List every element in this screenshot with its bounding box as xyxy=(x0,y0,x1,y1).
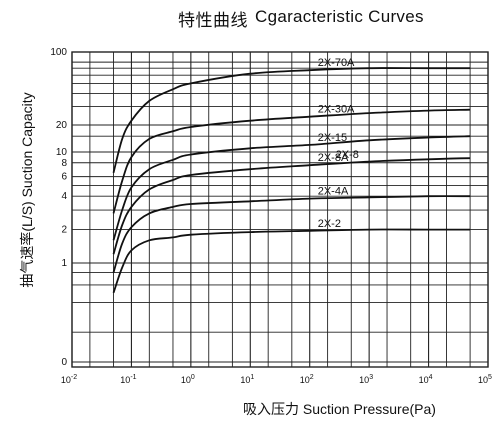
x-tick-label: 10-1 xyxy=(120,374,136,385)
series-line xyxy=(112,157,471,255)
series-label: 2X-4A xyxy=(318,186,349,198)
series-line xyxy=(112,135,471,241)
series-line xyxy=(112,228,471,294)
x-axis-label: 吸入压力 Suction Pressure(Pa) xyxy=(243,401,436,417)
series-label: 2X-2 xyxy=(318,218,341,230)
y-tick-label: 20 xyxy=(56,120,68,131)
y-tick-label: 1 xyxy=(61,258,67,269)
series-line xyxy=(112,108,471,214)
chart-title-cn: 特性曲线 xyxy=(178,11,248,30)
series-label: 2X-15 xyxy=(318,132,347,144)
annotation-label: 2X-8 xyxy=(336,149,359,161)
y-tick-label: 100 xyxy=(50,47,67,58)
y-tick-label: 4 xyxy=(61,191,67,202)
series-line xyxy=(112,195,471,273)
series-label: 2X-8A xyxy=(318,152,349,164)
plot-frame xyxy=(71,51,489,368)
x-tick-label: 102 xyxy=(300,374,314,385)
y-tick-label: 2 xyxy=(61,225,67,236)
y-axis-label: 抽气速率(L/S) Suction Capacity xyxy=(19,92,35,288)
x-tick-label: 105 xyxy=(478,374,492,385)
y-tick-label: 0 xyxy=(61,357,67,368)
chart-title-en: Cgaracteristic Curves xyxy=(255,7,424,26)
x-tick-label: 10-2 xyxy=(61,374,77,385)
y-tick-label: 8 xyxy=(61,158,67,169)
x-tick-label: 101 xyxy=(240,374,254,385)
series-label: 2X-70A xyxy=(318,57,355,69)
series-line xyxy=(112,67,471,174)
y-tick-label: 6 xyxy=(61,172,67,183)
x-tick-label: 103 xyxy=(359,374,373,385)
series-label: 2X-30A xyxy=(318,104,355,116)
x-tick-label: 104 xyxy=(419,374,433,385)
y-tick-label: 10 xyxy=(56,147,68,158)
x-tick-label: 100 xyxy=(181,374,195,385)
